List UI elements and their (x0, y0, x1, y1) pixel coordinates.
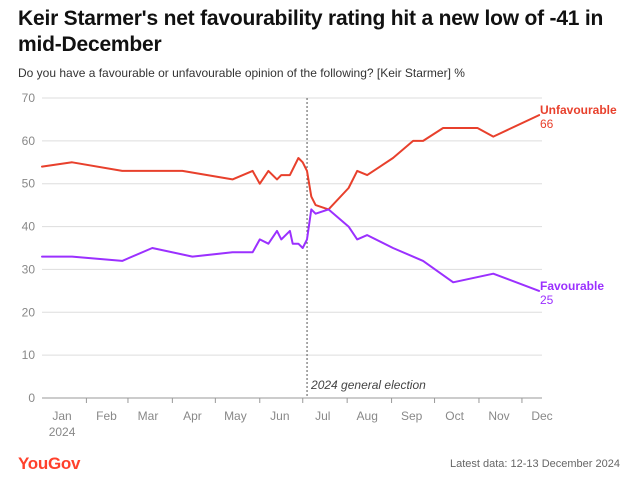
y-tick-label: 50 (22, 177, 36, 191)
series-line-favourable (41, 208, 541, 292)
x-tick-label: Apr (183, 409, 202, 423)
x-tick-label: Sep (401, 409, 423, 423)
series-name-label: Unfavourable (540, 103, 617, 117)
yougov-logo: YouGov (18, 454, 81, 473)
y-tick-label: 60 (22, 134, 36, 148)
x-tick-label: Mar (138, 409, 159, 423)
y-tick-label: 40 (22, 220, 36, 234)
election-marker-label: 2024 general election (310, 378, 426, 392)
x-tick-label: Jan (52, 409, 71, 423)
x-tick-label: Oct (445, 409, 464, 423)
y-tick-label: 10 (22, 348, 36, 362)
x-tick-label: Jul (315, 409, 330, 423)
y-tick-label: 0 (28, 391, 35, 405)
series-end-value: 66 (540, 117, 554, 131)
x-year-label: 2024 (49, 425, 76, 439)
x-tick-label: Feb (96, 409, 117, 423)
y-tick-label: 30 (22, 262, 36, 276)
latest-data-note: Latest data: 12-13 December 2024 (449, 458, 620, 470)
chart-title: Keir Starmer's net favourability rating … (18, 7, 604, 56)
chart-subtitle: Do you have a favourable or unfavourable… (18, 66, 465, 80)
series-name-label: Favourable (540, 279, 604, 293)
series-end-value: 25 (540, 293, 554, 307)
x-tick-label: Dec (531, 409, 552, 423)
series-line-unfavourable (41, 114, 541, 211)
y-tick-label: 70 (22, 91, 36, 105)
axes: 0 10 20 30 40 50 60 70 Jan Feb Mar Apr May Jun Jul Aug S… (22, 91, 553, 439)
x-tick-label: May (224, 409, 247, 423)
x-tick-label: Jun (270, 409, 289, 423)
y-tick-label: 20 (22, 305, 36, 319)
election-annotation: 2024 general election (306, 98, 426, 398)
gridlines (42, 97, 542, 399)
x-tick-label: Nov (488, 409, 509, 423)
series-lines (41, 114, 541, 292)
x-tick-label: Aug (357, 409, 378, 423)
